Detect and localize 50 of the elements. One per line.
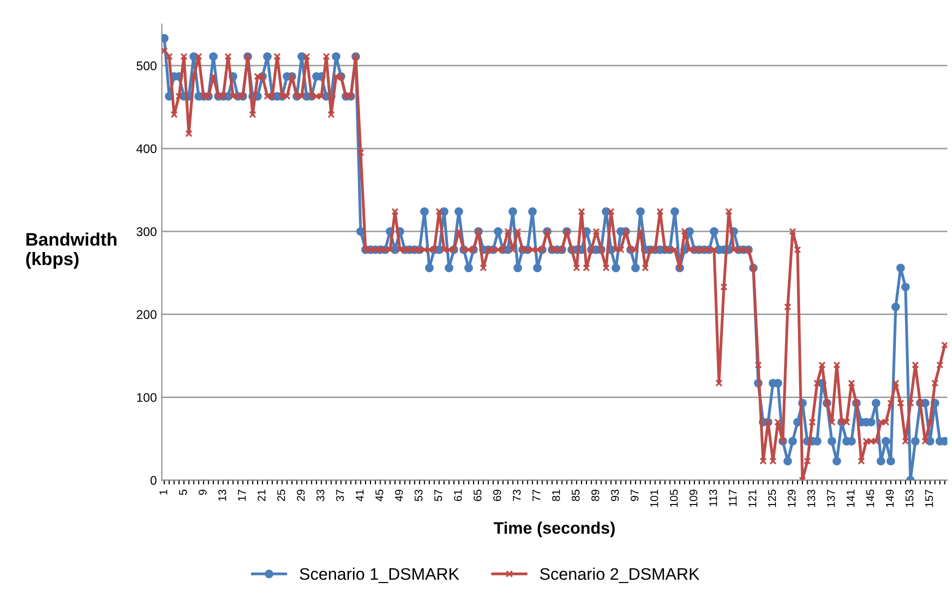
x-tick-label: 9 bbox=[198, 490, 207, 495]
x-tick-label: 65 bbox=[474, 490, 482, 501]
x-tick-label: 133 bbox=[807, 490, 816, 507]
x-tick-label: 145 bbox=[866, 490, 874, 507]
x-tick-label: 109 bbox=[690, 490, 698, 507]
x-tick-label: 49 bbox=[395, 490, 403, 502]
x-tick-label: 153 bbox=[906, 490, 914, 507]
y-tick-label: 400 bbox=[136, 144, 156, 154]
x-tick-label: 93 bbox=[611, 490, 619, 502]
x-tick-label: 141 bbox=[846, 490, 854, 507]
x-tick-label: 45 bbox=[376, 490, 384, 502]
x-tick-label: 73 bbox=[512, 490, 521, 501]
x-tick-label: 17 bbox=[238, 490, 246, 501]
y-tick-label: 500 bbox=[136, 61, 156, 70]
x-tick-label: 61 bbox=[454, 490, 462, 501]
x-tick-label: 137 bbox=[827, 490, 835, 507]
x-tick-label: 25 bbox=[277, 490, 286, 502]
y-tick-label: 200 bbox=[136, 310, 156, 320]
x-tick-label: 29 bbox=[296, 490, 305, 502]
x-tick-label: 105 bbox=[670, 490, 678, 507]
x-tick-label: 57 bbox=[434, 490, 442, 502]
x-tick-label: 77 bbox=[532, 490, 540, 501]
x-tick-label: 85 bbox=[572, 490, 580, 502]
x-tick-label: 129 bbox=[788, 490, 796, 507]
x-tick-label: 97 bbox=[630, 490, 639, 502]
x-tick-label: 37 bbox=[336, 490, 344, 502]
x-tick-label: 125 bbox=[768, 490, 776, 507]
y-tick-label: 100 bbox=[137, 393, 156, 402]
y-tick-label: 300 bbox=[136, 227, 156, 236]
x-tick-label: 81 bbox=[552, 490, 560, 502]
x-tick-label: 149 bbox=[886, 490, 894, 507]
x-tick-label: 117 bbox=[728, 490, 737, 506]
x-tick-label: 21 bbox=[258, 490, 266, 502]
legend-label: Scenario 1_DSMARK bbox=[300, 568, 460, 584]
x-tick-label: 101 bbox=[650, 490, 658, 507]
x-tick-label: 121 bbox=[748, 490, 756, 507]
x-tick-label: 1 bbox=[160, 490, 168, 495]
x-tick-label: 41 bbox=[356, 490, 364, 502]
x-tick-label: 13 bbox=[218, 490, 226, 501]
y-axis-title: Bandwidth (kbps) bbox=[26, 232, 116, 269]
x-tick-label: 33 bbox=[316, 490, 324, 502]
x-tick-label: 53 bbox=[414, 490, 423, 502]
x-tick-label: 113 bbox=[709, 490, 718, 506]
legend-label: Scenario 2_DSMARK bbox=[540, 568, 700, 584]
x-tick-label: 5 bbox=[179, 490, 187, 495]
x-tick-label: 69 bbox=[493, 490, 502, 501]
y-tick-label: 0 bbox=[150, 476, 156, 485]
x-tick-label: 157 bbox=[925, 490, 934, 507]
x-tick-label: 89 bbox=[591, 490, 600, 502]
x-axis-title: Time (seconds) bbox=[494, 522, 615, 538]
